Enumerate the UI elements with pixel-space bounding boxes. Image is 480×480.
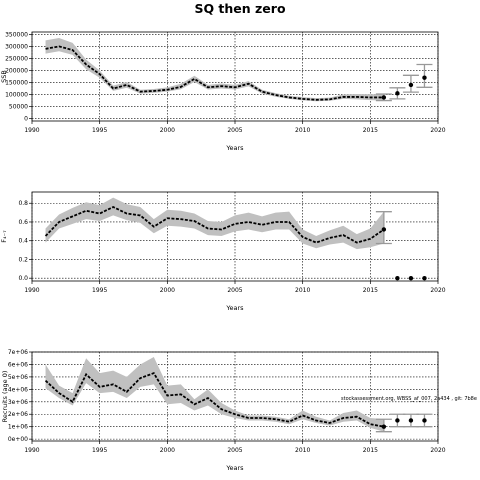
estimate-line [45, 45, 384, 101]
x-tick-label: 2005 [227, 127, 242, 134]
y-tick-label: 50000 [9, 104, 28, 111]
y-tick-label: 5e+06 [8, 374, 28, 381]
x-tick-label: 2015 [363, 127, 378, 134]
x-tick-label: 1995 [92, 287, 107, 294]
fishing-mortality-panel: 1990 1995 2000 2005 2010 2015 2020 0.0 0.2 0.4 0.6… [0, 191, 446, 312]
x-axis-label: Years [225, 304, 244, 312]
projection-point [395, 418, 400, 423]
y-tick-label: 6e+06 [8, 361, 28, 368]
x-tick-label: 1990 [24, 287, 39, 294]
y-axis-label: Recruits (age 0) [1, 371, 9, 423]
y-tick-label: 350000 [5, 31, 28, 38]
projection-point [381, 95, 387, 100]
y-axis-label: F₄₋₇ [0, 230, 8, 243]
projection-point [422, 418, 427, 423]
y-tick-label: 250000 [5, 55, 28, 62]
x-axis-label: Years [225, 464, 244, 472]
y-tick-label: 2e+06 [8, 411, 28, 418]
y-tick-label: 0.6 [18, 219, 28, 226]
x-tick-label: 2020 [430, 127, 445, 134]
y-tick-label: 1e+06 [8, 424, 28, 431]
x-tick-label: 2020 [430, 287, 445, 294]
x-tick-label: 2005 [227, 287, 242, 294]
projection-point [395, 91, 400, 96]
x-tick-label: 1995 [92, 447, 107, 454]
x-tick-label: 2010 [295, 127, 310, 134]
confidence-band [45, 197, 384, 250]
y-axis-label: SSB [0, 70, 8, 83]
x-tick-label: 1990 [24, 127, 39, 134]
y-tick-label: 300000 [5, 43, 28, 50]
x-tick-label: 1995 [92, 127, 107, 134]
y-tick-label: 7e+06 [8, 349, 28, 356]
x-tick-label: 2010 [295, 287, 310, 294]
ssb-panel: 1990 1995 2000 2005 2010 2015 2020 0 50000 100000… [0, 31, 446, 152]
x-tick-label: 2010 [295, 447, 310, 454]
y-tick-label: 100000 [5, 92, 28, 99]
projection-point [422, 275, 427, 281]
projection-point [422, 75, 427, 80]
projection-point [395, 275, 400, 281]
y-tick-label: 0e+00 [8, 436, 28, 443]
y-tick-label: 3e+06 [8, 399, 28, 406]
y-tick-label: 150000 [5, 80, 28, 87]
y-tick-label: 0 [24, 116, 28, 123]
y-tick-label: 0.4 [18, 238, 28, 245]
x-tick-label: 2015 [363, 287, 378, 294]
confidence-band [45, 356, 384, 432]
projection-point [408, 82, 414, 88]
y-tick-label: 0.0 [18, 275, 28, 282]
x-tick-label: 2000 [160, 127, 175, 134]
figure-title: SQ then zero [194, 1, 286, 16]
y-tick-label: 200000 [5, 67, 28, 74]
source-annotation: stockassessment.org, WBSS_af_007, 2a434 … [341, 396, 477, 402]
x-tick-label: 2015 [363, 447, 378, 454]
projection-point [381, 424, 387, 429]
x-tick-label: 2020 [430, 447, 445, 454]
recruitment-panel: 1990 1995 2000 2005 2010 2015 2020 0e+00 1e+06 2e… [1, 349, 446, 472]
x-tick-label: 1990 [24, 447, 39, 454]
y-tick-label: 0.2 [18, 256, 28, 263]
y-tick-label: 4e+06 [8, 386, 28, 393]
x-tick-label: 2000 [160, 287, 175, 294]
estimate-line [44, 205, 385, 244]
x-tick-label: 2000 [160, 447, 175, 454]
y-tick-label: 0.8 [18, 200, 28, 207]
x-axis-label: Years [225, 144, 244, 152]
confidence-band [45, 38, 384, 102]
projection-point [408, 418, 414, 423]
x-tick-label: 2005 [227, 447, 242, 454]
projection-point [408, 275, 414, 281]
projection-point [381, 227, 387, 232]
estimate-line [44, 372, 385, 428]
